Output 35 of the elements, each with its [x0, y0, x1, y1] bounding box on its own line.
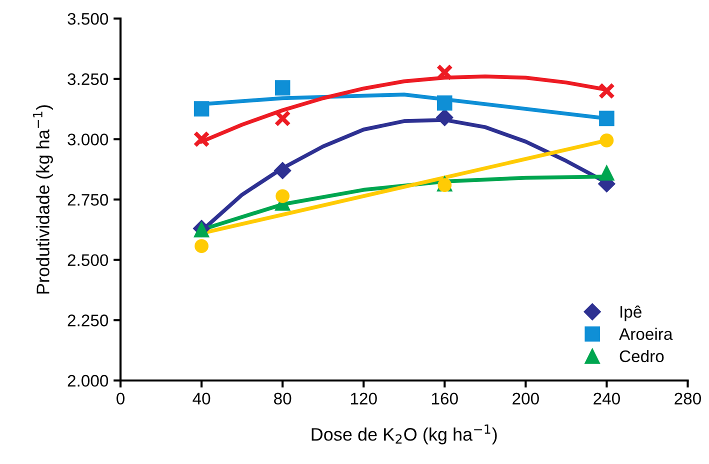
point — [193, 130, 210, 148]
point — [599, 165, 614, 181]
point — [276, 189, 290, 204]
point — [194, 101, 210, 116]
legend-label: Cedro — [620, 350, 664, 362]
x-tick-label: 280 — [674, 392, 701, 405]
point — [194, 239, 209, 254]
x-tick-label: 240 — [594, 392, 620, 405]
y-tick-label: 2.750 — [68, 194, 108, 206]
point — [598, 82, 616, 100]
x-tick-label: 120 — [350, 392, 377, 405]
x-axis-title: Dose de K$_{2}$O (kg ha$^{−1}$) — [312, 424, 497, 444]
y-tick-label: 3.000 — [68, 134, 108, 146]
x-tick-label: 200 — [512, 392, 539, 405]
legend-label: Aroeira — [619, 328, 673, 340]
point — [436, 64, 453, 81]
legend-label: Ipê — [620, 305, 642, 322]
point — [438, 178, 452, 192]
y-tick-label: 3.250 — [68, 73, 108, 86]
y-tick-label: 3.500 — [68, 12, 108, 25]
point — [436, 108, 454, 126]
x-tick-label: 160 — [432, 392, 458, 405]
y-tick-label: 2.250 — [68, 314, 108, 326]
y-tick-label: 2.000 — [68, 374, 108, 387]
point — [599, 110, 614, 126]
x-tick-label: 80 — [274, 392, 292, 405]
point — [274, 162, 292, 180]
point — [274, 110, 291, 127]
y-axis-title: Produtividade (kg ha$^{−1}$) — [33, 105, 53, 294]
point — [437, 95, 452, 111]
x-tick-label: 0 — [116, 392, 125, 405]
x-tick-label: 40 — [192, 392, 210, 405]
y-tick-label: 2.500 — [68, 254, 108, 266]
point — [600, 133, 614, 148]
point — [274, 80, 290, 96]
